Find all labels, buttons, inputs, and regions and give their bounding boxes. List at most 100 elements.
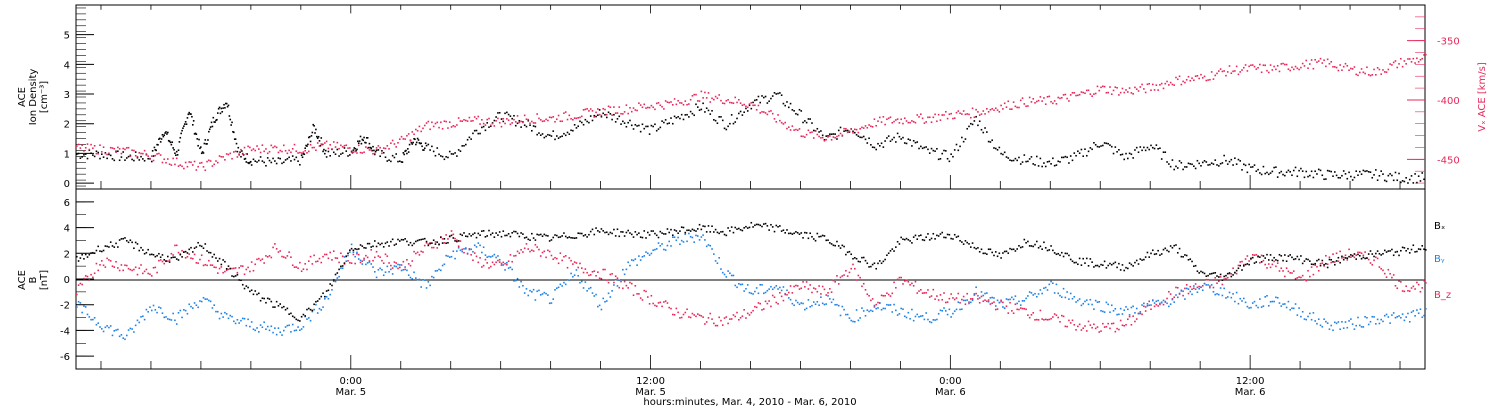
bz-series-point <box>133 268 135 271</box>
by-series-point <box>341 267 344 270</box>
density-series-point <box>523 124 526 127</box>
velocity-series-point <box>625 104 628 106</box>
bx-series-point <box>1284 254 1286 256</box>
density-series-point <box>943 149 945 152</box>
bz-series-point <box>443 242 446 244</box>
bz-series-point <box>92 276 94 279</box>
bz-series-point <box>884 294 886 297</box>
by-series-point <box>707 244 710 246</box>
by-series-point <box>944 310 947 312</box>
bx-series-point <box>1421 245 1424 247</box>
by-series-point <box>1085 299 1088 301</box>
bx-series-point <box>316 300 319 302</box>
density-series-point <box>991 139 993 142</box>
by-series-point <box>258 331 260 333</box>
bz-series-point <box>600 277 603 280</box>
bz-series-point <box>650 294 653 297</box>
by-series-point <box>741 283 744 286</box>
bz-series-point <box>81 283 83 286</box>
bz-series-point <box>313 254 315 257</box>
density-series-point <box>372 145 374 148</box>
velocity-series-point <box>1321 62 1324 64</box>
bx-series-point <box>1342 258 1345 261</box>
density-series-point <box>750 107 753 110</box>
by-series-point <box>266 325 269 328</box>
bx-series-point <box>1028 245 1031 247</box>
velocity-series-point <box>206 160 208 163</box>
density-series-point <box>274 160 276 162</box>
bx-series-point <box>288 313 290 316</box>
density-series-point <box>579 120 581 123</box>
bz-series-point <box>1069 322 1072 324</box>
velocity-series-point <box>1400 57 1402 60</box>
by-series-point <box>718 257 720 259</box>
bz-series-point <box>299 261 301 264</box>
bz-series-point <box>1259 261 1261 264</box>
bx-series-point <box>903 238 906 241</box>
by-series-point <box>1266 294 1268 297</box>
by-series <box>76 232 1427 341</box>
bz-series-point <box>1110 322 1113 325</box>
bx-series-point <box>1062 255 1065 258</box>
bx-series-point <box>730 226 733 228</box>
density-series-point <box>279 157 282 160</box>
by-series-point <box>302 326 305 328</box>
bz-series-point <box>1059 320 1061 323</box>
density-series-point <box>178 141 181 143</box>
bx-series-point <box>363 246 365 249</box>
bx-series-point <box>807 237 810 240</box>
density-series-point <box>360 142 363 145</box>
bx-series-point <box>880 262 883 265</box>
velocity-series-point <box>1193 79 1195 82</box>
bx-series-point <box>200 245 203 248</box>
velocity-series-point <box>350 151 353 154</box>
density-series-point <box>266 157 269 159</box>
density-series-point <box>757 95 760 98</box>
density-series-point <box>1009 159 1011 162</box>
bx-series-point <box>720 231 722 233</box>
bz-series-point <box>1360 252 1363 255</box>
bz-series-point <box>1218 280 1220 283</box>
bz-series-point <box>980 295 983 298</box>
by-series-point <box>1382 320 1384 323</box>
by-series-point <box>989 297 992 299</box>
bx-series-point <box>1378 252 1381 255</box>
bx-series-point <box>256 293 258 296</box>
velocity-series-point <box>172 157 174 160</box>
bx-series-point <box>434 243 437 245</box>
density-series-point <box>1389 173 1391 175</box>
bx-series-point <box>598 231 601 233</box>
velocity-series-point <box>1060 96 1063 99</box>
velocity-series-point <box>311 146 314 149</box>
bz-series-point <box>486 262 489 264</box>
velocity-series-point <box>1178 75 1181 78</box>
density-series-point <box>707 109 710 112</box>
density-series-point <box>368 142 371 145</box>
bz-series-point <box>693 314 695 316</box>
velocity-series-point <box>814 130 817 132</box>
density-series-point <box>953 149 956 151</box>
by-series-point <box>1084 300 1086 303</box>
velocity-series-point <box>1269 64 1272 66</box>
date-tick-label: Mar. 5 <box>335 387 366 398</box>
velocity-series-point <box>513 118 515 121</box>
bz-series-point <box>1071 319 1074 322</box>
bx-series-point <box>431 242 433 244</box>
bz-series-point <box>1276 262 1279 264</box>
velocity-series-point <box>434 122 437 125</box>
bx-series-point <box>779 225 781 227</box>
density-series-point <box>754 99 756 102</box>
bz-series-point <box>937 299 940 301</box>
velocity-series-point <box>827 136 829 138</box>
bx-series-point <box>989 248 992 251</box>
density-series-point <box>937 158 940 161</box>
bz-series-point <box>914 280 917 283</box>
bx-series-point <box>1196 270 1199 273</box>
bz-series-point <box>1153 305 1156 308</box>
bx-series-point <box>441 242 444 244</box>
bz-series-point <box>989 303 992 305</box>
by-series-point <box>1096 301 1099 303</box>
by-series-point <box>368 261 371 263</box>
density-series-point <box>955 143 958 146</box>
velocity-series-point <box>177 165 180 167</box>
